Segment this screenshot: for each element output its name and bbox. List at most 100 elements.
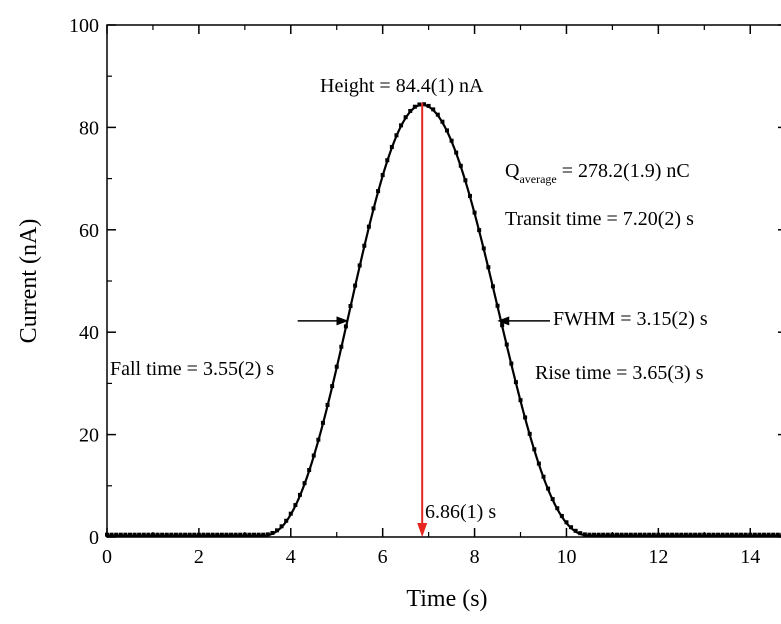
data-point — [297, 492, 302, 497]
data-point — [431, 107, 436, 112]
data-point — [137, 532, 142, 537]
data-point — [247, 532, 252, 537]
data-point — [242, 532, 247, 537]
data-point — [532, 447, 537, 452]
data-point — [146, 532, 151, 537]
data-point — [127, 532, 132, 537]
data-point — [348, 303, 353, 308]
data-point — [725, 532, 730, 537]
data-point — [141, 532, 146, 537]
data-point — [564, 520, 569, 525]
data-point — [279, 524, 284, 529]
data-point — [422, 102, 427, 107]
height-annotation: Height = 84.4(1) nA — [320, 75, 484, 97]
data-point — [229, 532, 234, 537]
charge-annotation: Qaverage = 278.2(1.9) nC — [505, 160, 690, 186]
data-point — [771, 532, 776, 537]
data-point — [766, 532, 771, 537]
data-point — [435, 112, 440, 117]
data-point — [224, 532, 229, 537]
y-tick-label-0: 0 — [89, 527, 99, 549]
data-point — [665, 532, 670, 537]
data-point — [150, 532, 155, 537]
x-tick-label-12: 12 — [648, 546, 668, 568]
data-point — [210, 532, 215, 537]
data-point — [357, 263, 362, 268]
ticks — [106, 24, 781, 538]
data-point — [527, 431, 532, 436]
x-tick-label-6: 6 — [378, 546, 388, 568]
data-point — [624, 532, 629, 537]
data-point — [155, 532, 160, 537]
x-tick-label-4: 4 — [286, 546, 296, 568]
data-point — [219, 532, 224, 537]
data-point — [697, 532, 702, 537]
data-point — [486, 265, 491, 270]
data-point — [610, 532, 615, 537]
data-point — [637, 532, 642, 537]
data-point — [706, 532, 711, 537]
y-tick-label-60: 60 — [79, 220, 99, 242]
data-point — [187, 532, 192, 537]
data-point — [426, 103, 431, 108]
data-point — [596, 532, 601, 537]
data-point — [523, 415, 528, 420]
data-point — [656, 532, 661, 537]
data-point — [615, 532, 619, 537]
x-tick-label-8: 8 — [470, 546, 480, 568]
data-point — [536, 461, 541, 466]
data-point — [734, 532, 739, 537]
data-point — [481, 246, 486, 251]
y-tick-label-20: 20 — [79, 425, 99, 447]
data-point — [385, 158, 390, 163]
data-point — [196, 532, 201, 537]
plot-frame — [106, 24, 781, 538]
data-point — [743, 532, 748, 537]
data-point — [513, 380, 518, 385]
data-point — [739, 532, 744, 537]
data-markers — [105, 102, 781, 537]
data-point — [711, 532, 716, 537]
data-point — [160, 532, 165, 537]
data-point — [458, 163, 463, 168]
data-point — [582, 532, 587, 537]
data-point — [449, 138, 454, 143]
data-point — [316, 437, 321, 442]
data-point — [371, 206, 376, 211]
data-point — [477, 228, 482, 233]
data-point — [651, 532, 656, 537]
data-point — [509, 361, 514, 366]
fwhm-annotation: FWHM = 3.15(2) s — [553, 308, 708, 330]
data-point — [215, 532, 220, 537]
y-tick-label-100: 100 — [69, 15, 99, 37]
data-point — [417, 102, 422, 107]
series-layer — [105, 102, 781, 537]
data-point — [660, 532, 665, 537]
data-point — [752, 532, 757, 537]
data-point — [183, 532, 188, 537]
data-point — [376, 189, 381, 194]
data-point — [775, 532, 780, 537]
data-point — [366, 224, 371, 229]
data-point — [628, 532, 633, 537]
charge-symbol: Q — [505, 160, 520, 182]
x-tick-label-14: 14 — [740, 546, 760, 568]
data-point — [495, 303, 500, 308]
x-tick-label-0: 0 — [102, 546, 112, 568]
data-point — [334, 364, 339, 369]
tick-labels: 0 2 4 6 8 10 12 14 0 20 40 60 80 100 — [69, 15, 760, 568]
data-point — [394, 133, 399, 138]
axes — [106, 24, 781, 538]
data-point — [555, 506, 560, 511]
data-point — [559, 513, 564, 518]
data-point — [688, 532, 693, 537]
data-point — [256, 532, 261, 537]
data-point — [389, 144, 394, 149]
data-point — [403, 115, 408, 120]
rise-time-annotation: Rise time = 3.65(3) s — [535, 362, 704, 384]
data-point — [592, 532, 597, 537]
y-tick-label-80: 80 — [79, 117, 99, 139]
transit-time-annotation: Transit time = 7.20(2) s — [505, 208, 694, 230]
